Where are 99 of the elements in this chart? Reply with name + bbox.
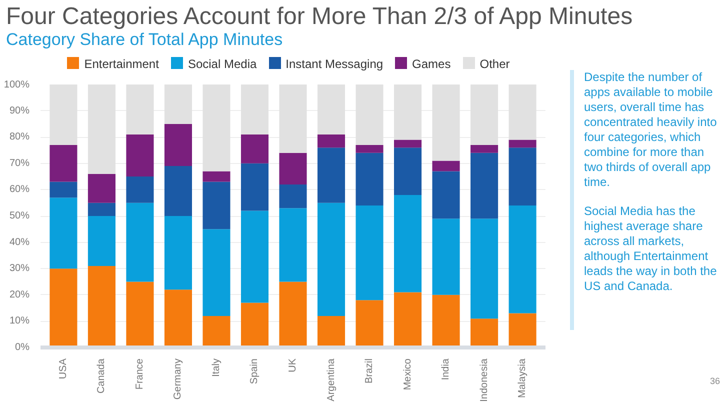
bar <box>202 182 230 230</box>
text: 36 <box>710 375 720 388</box>
y-tick-label: 80% <box>9 132 30 143</box>
bar <box>50 144 78 182</box>
legend-label: Games <box>412 57 451 71</box>
bar <box>164 84 192 124</box>
bar <box>394 140 422 148</box>
chart-subtitle: Category Share of Total App Minutes <box>6 29 283 51</box>
y-tick-label: 100% <box>4 80 30 90</box>
bar <box>50 198 78 269</box>
bar <box>317 134 346 148</box>
x-tick-label: Spain <box>249 358 260 384</box>
bar <box>240 163 269 211</box>
bar <box>508 84 536 140</box>
bar <box>508 313 536 348</box>
y-tick-label: 60% <box>9 184 30 196</box>
bar <box>164 166 192 216</box>
x-tick-label: Argentina <box>326 358 337 402</box>
bar <box>470 152 498 219</box>
legend-label: Social Media <box>188 57 257 71</box>
bar <box>432 171 460 219</box>
x-tick-label: Italy <box>210 358 222 377</box>
bar <box>432 84 460 161</box>
bar <box>202 316 230 348</box>
bar <box>88 266 116 348</box>
bar <box>126 134 154 177</box>
chart-title: Four Categories Account for More Than 2/3 of App Minutes <box>6 2 633 32</box>
bar <box>164 290 192 348</box>
bar <box>317 202 346 316</box>
bar <box>470 318 498 348</box>
bar <box>240 302 269 348</box>
bar <box>317 148 346 203</box>
text: Despite the number of apps available to mobile users, overall time has concentrated heavily into four categories, which combine for more than two thirds of overall app time. <box>584 70 718 190</box>
bar <box>317 84 346 134</box>
bar <box>88 84 116 174</box>
bar <box>50 182 78 198</box>
x-tick-label: Mexico <box>402 358 414 390</box>
bar <box>279 84 307 153</box>
y-tick-label: 20% <box>9 289 30 300</box>
bar <box>356 300 384 348</box>
bar <box>432 160 460 172</box>
bar <box>88 202 116 216</box>
bar <box>50 268 78 348</box>
bar <box>356 84 384 145</box>
bar <box>202 84 230 172</box>
legend-label: Other <box>480 57 510 71</box>
bar <box>88 216 116 266</box>
x-tick-label: UK <box>288 358 298 372</box>
bar <box>356 152 384 206</box>
y-tick-label: 0% <box>15 342 30 353</box>
bar <box>356 144 384 153</box>
bar <box>432 218 460 295</box>
bar <box>164 124 192 166</box>
bar <box>470 84 498 145</box>
bar <box>240 84 269 134</box>
bar <box>202 229 230 316</box>
bar <box>394 84 422 140</box>
bar <box>126 282 154 348</box>
x-tick-label: Indonesia <box>478 358 490 402</box>
y-tick-label: 90% <box>9 105 30 116</box>
bar <box>394 292 422 348</box>
bar <box>126 202 154 282</box>
bar <box>279 208 307 282</box>
bar <box>164 216 192 290</box>
bar <box>470 218 498 319</box>
bar <box>126 176 154 203</box>
text: Social Media has the highest average share across all markets, although Entertainment leads the way in both the US and Canada. <box>584 204 718 294</box>
x-tick-label: France <box>134 358 146 390</box>
x-tick-label: India <box>440 358 452 380</box>
y-tick-label: 40% <box>9 236 30 248</box>
bar <box>356 205 384 300</box>
bar <box>317 316 346 348</box>
legend-label: Instant Messaging <box>286 57 384 71</box>
bar <box>240 210 269 303</box>
bar <box>432 294 460 348</box>
x-tick-label: Brazil <box>364 358 376 384</box>
x-tick-label: Malaysia <box>517 358 528 398</box>
y-tick-label: 50% <box>9 210 30 222</box>
x-tick-label: Germany <box>172 358 184 400</box>
x-tick-label: USA <box>58 358 69 380</box>
y-tick-label: 30% <box>9 263 30 274</box>
bar <box>508 205 536 314</box>
bar <box>508 148 536 206</box>
bar <box>279 282 307 348</box>
bar <box>88 174 116 203</box>
bar <box>394 194 422 292</box>
bar <box>240 134 269 164</box>
y-tick-label: 70% <box>9 158 30 169</box>
bar <box>279 152 307 184</box>
x-tick-label: Canada <box>96 358 108 394</box>
bar <box>394 148 422 195</box>
bar <box>50 84 78 145</box>
y-tick-label: 10% <box>9 316 30 327</box>
bar <box>279 184 307 208</box>
legend-label: Entertainment <box>84 57 159 71</box>
bar <box>202 171 230 182</box>
bar <box>508 140 536 148</box>
bar <box>470 144 498 153</box>
bar <box>126 84 154 134</box>
